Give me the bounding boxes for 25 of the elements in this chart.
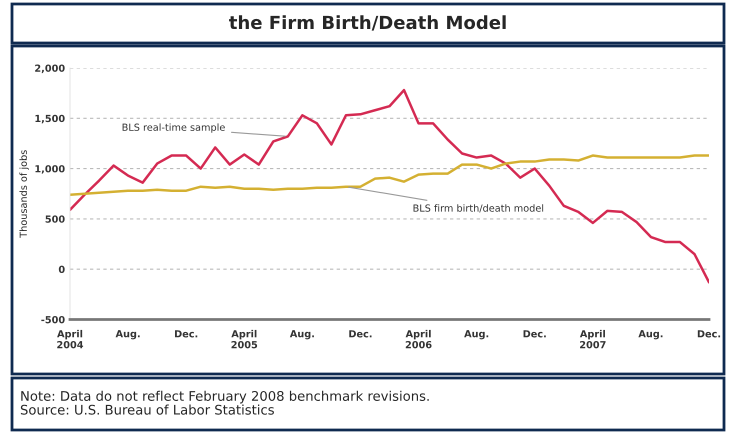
text: BLS firm birth/death model [414, 204, 544, 213]
series-label: BLS real-time sample [122, 123, 225, 133]
x-tick-label: April 2005 [231, 330, 258, 348]
x-tick-label: April 2007 [580, 330, 606, 348]
x-tick-label: Dec. [349, 330, 372, 338]
y-tick-label: -500 [41, 316, 65, 324]
y-tick-label: 1,500 [35, 114, 65, 124]
y-tick-label: 500 [46, 215, 65, 223]
y-tick-label: 0 [58, 266, 65, 274]
x-tick-label: Aug. [464, 330, 488, 340]
line-series [70, 154, 709, 196]
x-tick-label: Dec. [524, 330, 546, 338]
x-tick-label: Aug. [290, 330, 314, 340]
line-series [70, 88, 709, 284]
x-tick-label: Aug. [638, 330, 662, 340]
x-tick-label: April 2006 [406, 330, 432, 348]
x-tick-label: April 2004 [57, 330, 84, 348]
x-tick-label: Dec. [698, 330, 720, 338]
x-tick-label: Dec. [175, 330, 198, 338]
chart-title: the Firm Birth/Death Model [229, 15, 506, 31]
x-tick-label: Aug. [116, 330, 140, 340]
y-tick-label: 2,000 [35, 64, 65, 74]
y-tick-label: 1,000 [35, 165, 65, 174]
y-axis-title: Thousands of jobs [19, 150, 29, 238]
text: Note: Data do not reflect February 2008 benchmark revisions. Source: U.S. Bureau of Labor Statistics [20, 390, 429, 415]
